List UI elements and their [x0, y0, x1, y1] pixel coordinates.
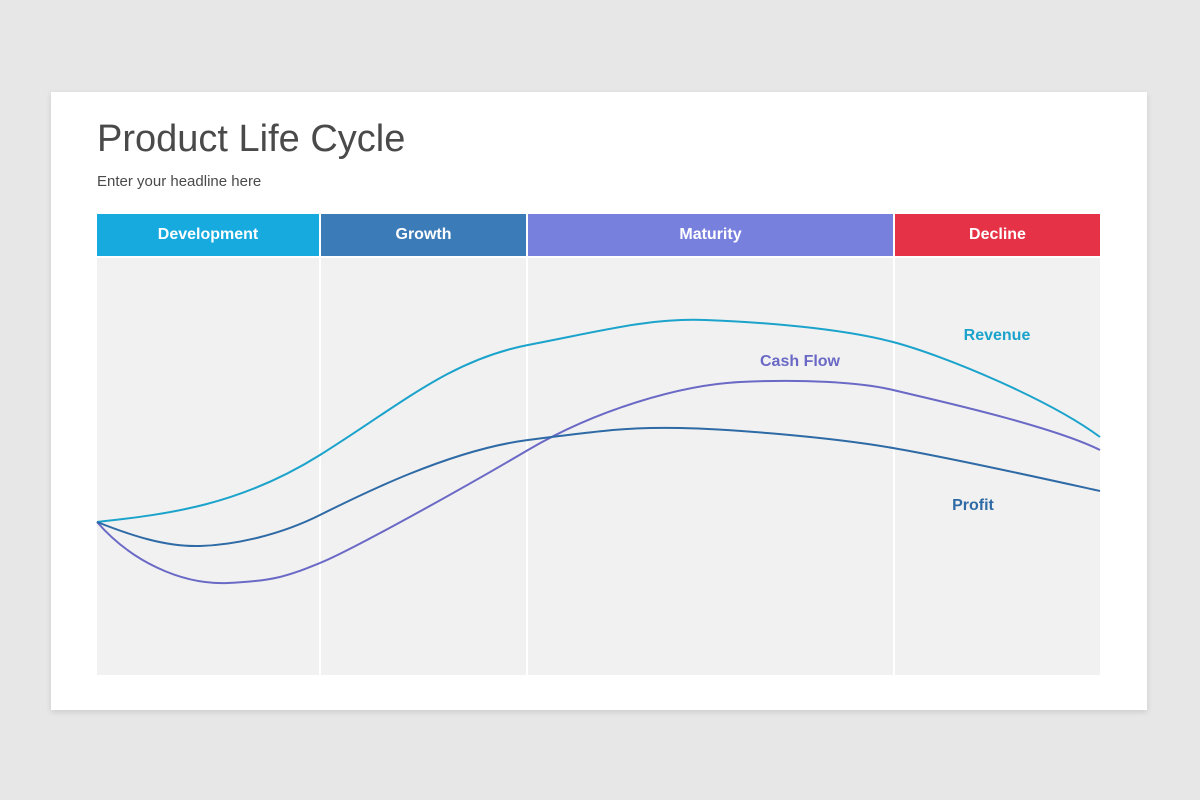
stage-body: [528, 258, 893, 675]
stage-header: Decline: [895, 214, 1100, 256]
stage-header: Maturity: [528, 214, 893, 256]
stage-body: [321, 258, 526, 675]
stage-development: Development: [97, 214, 319, 675]
cash-flow-curve: [96, 379, 1101, 585]
stage-header: Growth: [321, 214, 526, 256]
stage-body: [895, 258, 1100, 675]
page-title: Product Life Cycle: [97, 118, 406, 160]
stage-growth: Growth: [321, 214, 526, 675]
stage-maturity: Maturity: [528, 214, 893, 675]
profit-label: Profit: [952, 497, 994, 514]
cash-flow-label: Cash Flow: [759, 353, 841, 370]
profit-curve: [96, 426, 1101, 548]
revenue-label: Revenue: [963, 327, 1031, 344]
stage-body: [97, 258, 319, 675]
subtitle: Enter your headline here: [97, 173, 262, 190]
stage-header: Development: [97, 214, 319, 256]
revenue-curve: [96, 318, 1101, 523]
stage-decline: Decline: [895, 214, 1100, 675]
